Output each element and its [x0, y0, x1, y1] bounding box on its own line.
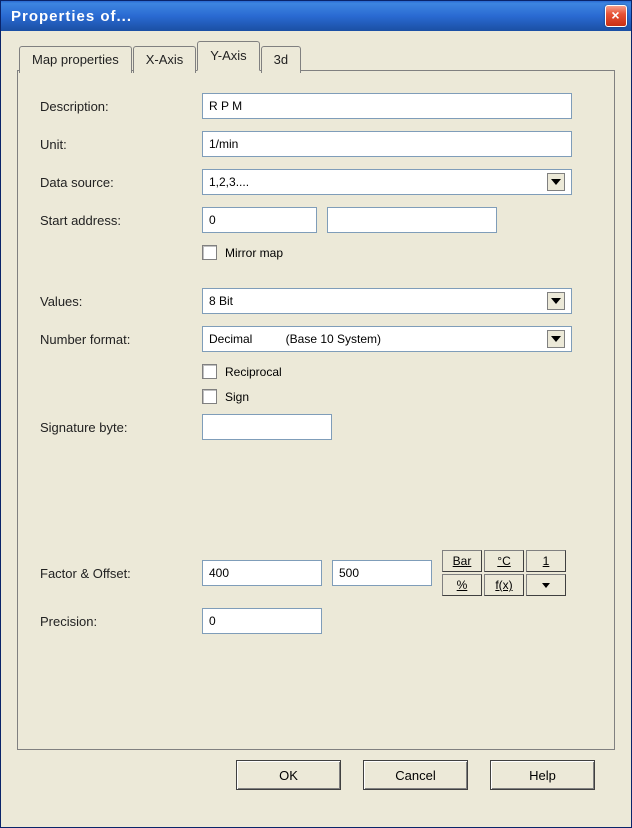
unit-input[interactable] [202, 131, 572, 157]
values-value: 8 Bit [209, 294, 233, 308]
numberformat-select[interactable]: Decimal (Base 10 System) [202, 326, 572, 352]
quick-more-button[interactable] [526, 574, 566, 596]
values-label: Values: [40, 294, 202, 309]
chevron-down-icon [547, 173, 565, 191]
sign-checkbox[interactable] [202, 389, 217, 404]
tab-strip: Map properties X-Axis Y-Axis 3d [17, 41, 615, 71]
description-input[interactable] [202, 93, 572, 119]
factor-input[interactable] [202, 560, 322, 586]
numberformat-label: Number format: [40, 332, 202, 347]
tab-3d[interactable]: 3d [261, 46, 301, 73]
quick-bar-button[interactable]: Bar [442, 550, 482, 572]
chevron-down-icon [547, 330, 565, 348]
datasource-select[interactable]: 1,2,3.... [202, 169, 572, 195]
startaddress-extra-input[interactable] [327, 207, 497, 233]
tab-map-properties[interactable]: Map properties [19, 46, 132, 73]
sign-label: Sign [225, 390, 249, 404]
window-title: Properties of... [11, 8, 605, 25]
client-area: Map properties X-Axis Y-Axis 3d Descript… [1, 31, 631, 802]
title-bar: Properties of... × [1, 1, 631, 31]
signaturebyte-label: Signature byte: [40, 420, 202, 435]
quick-buttons: Bar °C 1 % f(x) [442, 550, 566, 596]
precision-label: Precision: [40, 614, 202, 629]
mirror-map-label: Mirror map [225, 246, 283, 260]
quick-celsius-button[interactable]: °C [484, 550, 524, 572]
offset-input[interactable] [332, 560, 432, 586]
values-select[interactable]: 8 Bit [202, 288, 572, 314]
quick-fx-button[interactable]: f(x) [484, 574, 524, 596]
datasource-value: 1,2,3.... [209, 175, 249, 189]
unit-label: Unit: [40, 137, 202, 152]
close-button[interactable]: × [605, 5, 627, 27]
precision-input[interactable] [202, 608, 322, 634]
mirror-map-checkbox[interactable] [202, 245, 217, 260]
startaddress-input[interactable] [202, 207, 317, 233]
dialog-window: Properties of... × Map properties X-Axis… [0, 0, 632, 828]
tab-y-axis[interactable]: Y-Axis [197, 41, 259, 71]
ok-button[interactable]: OK [236, 760, 341, 790]
reciprocal-label: Reciprocal [225, 365, 282, 379]
help-button[interactable]: Help [490, 760, 595, 790]
reciprocal-checkbox[interactable] [202, 364, 217, 379]
datasource-label: Data source: [40, 175, 202, 190]
signaturebyte-input[interactable] [202, 414, 332, 440]
startaddress-label: Start address: [40, 213, 202, 228]
close-icon: × [611, 7, 620, 23]
cancel-button[interactable]: Cancel [363, 760, 468, 790]
description-label: Description: [40, 99, 202, 114]
numberformat-value: Decimal (Base 10 System) [209, 332, 381, 346]
tab-x-axis[interactable]: X-Axis [133, 46, 197, 73]
factoroffset-label: Factor & Offset: [40, 566, 202, 581]
tab-panel-y-axis: Description: Unit: Data source: 1,2,3...… [17, 70, 615, 750]
quick-percent-button[interactable]: % [442, 574, 482, 596]
dialog-button-bar: OK Cancel Help [17, 750, 615, 790]
chevron-down-icon [547, 292, 565, 310]
quick-one-button[interactable]: 1 [526, 550, 566, 572]
